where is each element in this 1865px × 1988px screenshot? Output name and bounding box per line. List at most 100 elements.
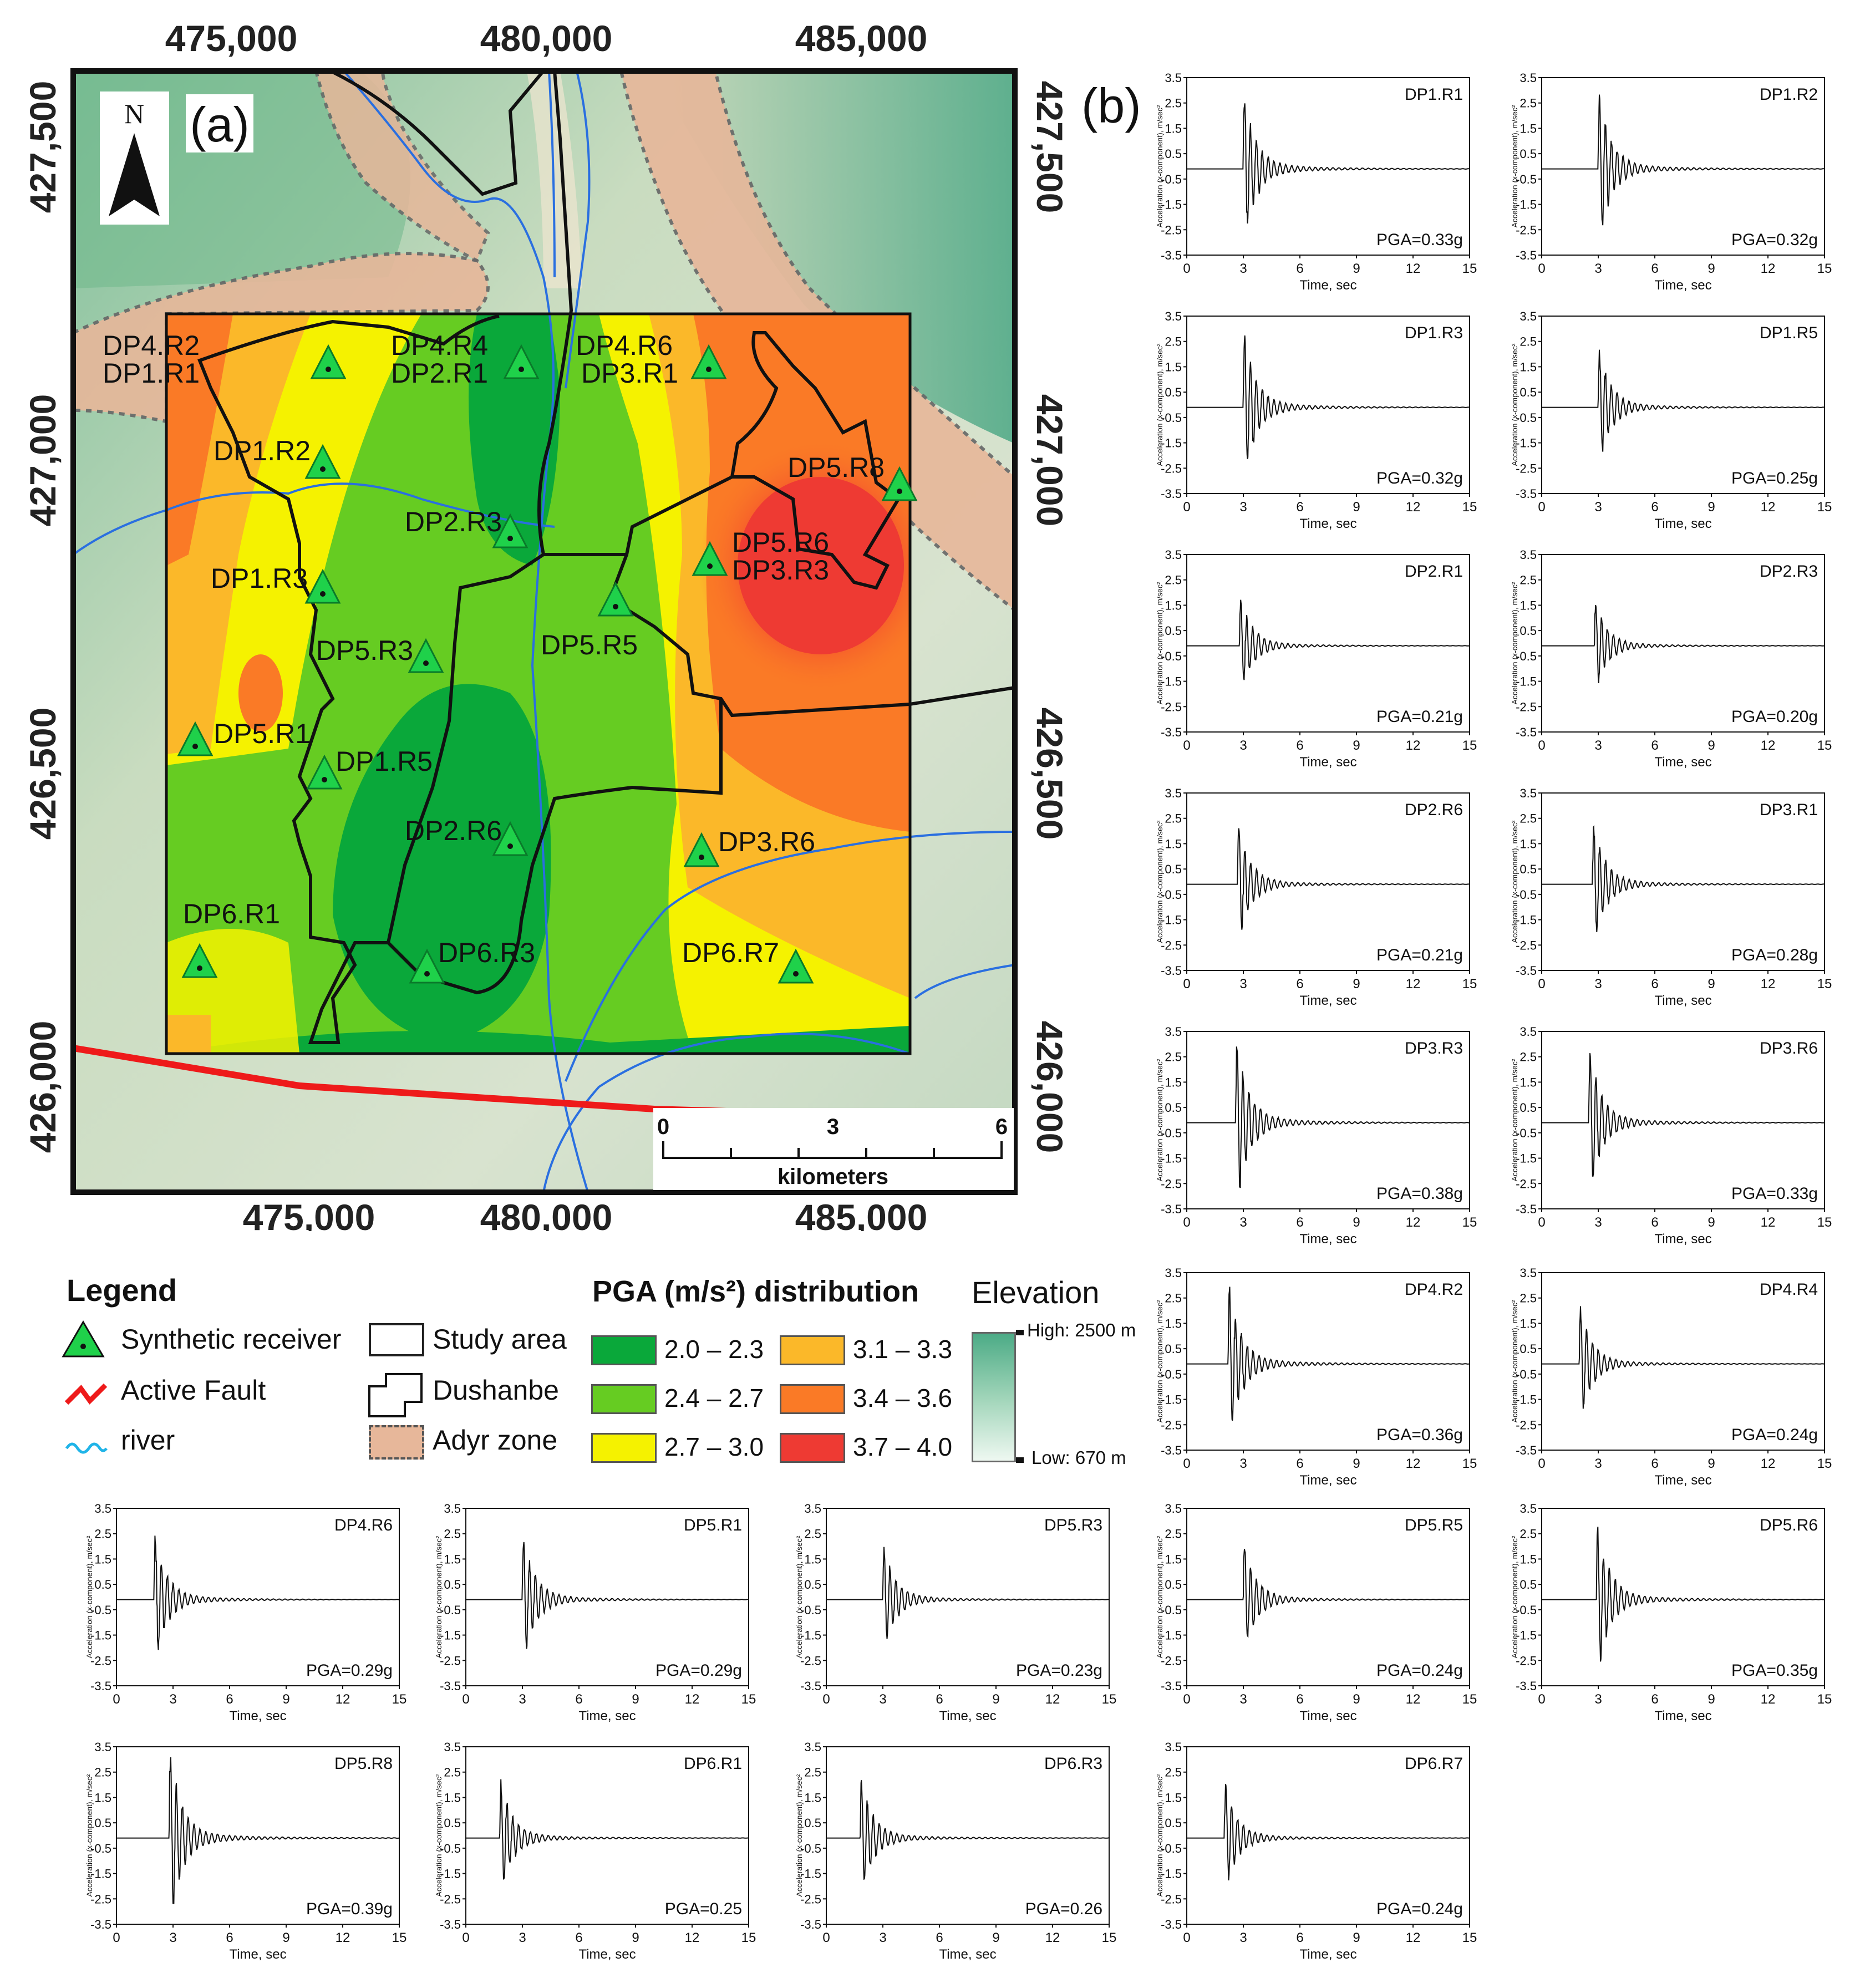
x-axis-label: Time, sec [1299, 1473, 1356, 1488]
y-tick-label: -0.5 [1161, 649, 1182, 663]
waveform-line [1187, 103, 1470, 224]
waveform-line [116, 1757, 400, 1904]
y-tick-left-4: 426,000 [22, 1021, 63, 1153]
scale-bar: 0 3 6 kilometers [653, 1108, 1014, 1190]
waveform-line [466, 1542, 749, 1649]
x-tick-top-1: 475,000 [165, 18, 298, 59]
x-tick-label: 12 [685, 1692, 700, 1707]
waveform-line [826, 1780, 1109, 1880]
x-tick-label: 9 [632, 1692, 639, 1707]
y-tick-label: -3.5 [1161, 1202, 1182, 1216]
study-area-rect [165, 312, 912, 1055]
receiver-marker [690, 344, 727, 379]
y-tick-label: -3.5 [90, 1918, 111, 1931]
y-tick-label: 0.5 [1520, 1578, 1537, 1592]
y-tick-label: 2.5 [804, 1766, 821, 1779]
y-axis-label: Acceleration (x-component), m/sec² [1510, 343, 1519, 466]
y-tick-label: 0.5 [1165, 1578, 1182, 1592]
x-tick-label: 12 [1761, 1456, 1776, 1471]
plot-frame [1541, 1508, 1825, 1686]
timeseries-panel-label: (b) [1081, 78, 1141, 133]
y-tick-label: -2.5 [440, 1892, 461, 1906]
y-tick-label: 2.5 [1165, 96, 1182, 110]
x-tick-label: 15 [1462, 261, 1477, 276]
x-tick-label: 9 [1708, 1456, 1715, 1471]
y-axis-label: Acceleration (x-component), m/sec² [1155, 1300, 1164, 1422]
y-tick-label: 1.5 [1520, 121, 1537, 135]
plot-frame [1541, 1272, 1825, 1451]
x-tick-label: 3 [1239, 1930, 1247, 1945]
x-tick-label: 3 [1594, 1456, 1602, 1471]
accelerogram-dp6-r7: 3.5 2.5 1.5 0.5 -0.5 -1.5 -2.5 -3.5 0 3 6 9 12 15 Time… [1153, 1740, 1486, 1988]
x-axis-label: Time, sec [1299, 1947, 1356, 1962]
y-tick-label: 1.5 [1165, 1552, 1182, 1566]
y-tick-label: -1.5 [1516, 1393, 1537, 1407]
accelerogram-dp5-r6: 3.5 2.5 1.5 0.5 -0.5 -1.5 -2.5 -3.5 0 3 6 9 12 15 Time… [1508, 1502, 1841, 1750]
x-tick-bottom-2: 480,000 [480, 1197, 613, 1231]
x-tick-label: 0 [1183, 977, 1190, 992]
y-tick-label: 3.5 [1520, 1502, 1537, 1516]
x-tick-label: 6 [1296, 500, 1303, 515]
y-tick-label: -3.5 [1516, 1202, 1537, 1216]
y-tick-label: -2.5 [1161, 1892, 1182, 1906]
x-tick-label: 15 [1462, 1692, 1477, 1707]
station-label: DP5.R1 [684, 1516, 742, 1534]
plot-frame [1186, 77, 1470, 256]
x-tick-label: 9 [1708, 1215, 1715, 1230]
plot-frame [1186, 1508, 1470, 1686]
y-tick-label: -1.5 [1161, 436, 1182, 450]
legend-study-area: Study area [433, 1324, 567, 1355]
x-tick-label: 12 [1406, 738, 1421, 753]
x-tick-label: 3 [519, 1692, 526, 1707]
x-axis-label: Time, sec [1299, 993, 1356, 1008]
x-tick-label: 3 [1594, 738, 1602, 753]
x-tick-label: 0 [1183, 500, 1190, 515]
legend: Legend Synthetic receiver Active Fault r… [0, 1248, 1165, 1492]
x-tick-label: 6 [1651, 500, 1658, 515]
pga-label: PGA=0.24g [1731, 1426, 1818, 1444]
x-tick-label: 12 [1406, 500, 1421, 515]
x-tick-label: 9 [1708, 977, 1715, 992]
receiver-marker [310, 344, 347, 379]
y-tick-label: 0.5 [1165, 862, 1182, 876]
x-tick-label: 3 [1239, 500, 1247, 515]
x-tick-label: 12 [1406, 977, 1421, 992]
x-tick-label: 0 [113, 1930, 120, 1945]
plot-frame [465, 1508, 749, 1686]
x-tick-label: 6 [226, 1930, 233, 1945]
y-tick-label: 2.5 [1520, 812, 1537, 826]
x-tick-label: 3 [1239, 261, 1247, 276]
waveform-line [466, 1779, 749, 1880]
x-tick-label: 6 [1651, 261, 1658, 276]
pga-label: PGA=0.32g [1731, 231, 1818, 249]
y-tick-label: 1.5 [1165, 837, 1182, 851]
accelerogram-dp6-r3: 3.5 2.5 1.5 0.5 -0.5 -1.5 -2.5 -3.5 0 3 6 9 12 15 Time… [793, 1740, 1126, 1988]
x-tick-label: 6 [1296, 1215, 1303, 1230]
y-tick-label: -3.5 [1516, 1443, 1537, 1457]
y-tick-label: 2.5 [1165, 1527, 1182, 1541]
y-tick-label: 3.5 [1520, 786, 1537, 800]
accelerogram-dp3-r6: 3.5 2.5 1.5 0.5 -0.5 -1.5 -2.5 -3.5 0 3 6 9 12 15 Time… [1508, 1025, 1841, 1273]
waveform-line [1542, 604, 1825, 683]
x-axis-label: Time, sec [229, 1947, 286, 1962]
y-axis-label: Acceleration (x-component), m/sec² [1155, 343, 1164, 466]
y-tick-label: 3.5 [1165, 1025, 1182, 1039]
y-tick-label: -0.5 [1516, 1367, 1537, 1381]
y-tick-label: -1.5 [800, 1867, 821, 1881]
y-tick-label: -2.5 [1516, 1654, 1537, 1667]
plot-frame [1541, 316, 1825, 494]
accelerogram-dp4-r2: 3.5 2.5 1.5 0.5 -0.5 -1.5 -2.5 -3.5 0 3 6 9 12 15 Time… [1153, 1266, 1486, 1514]
station-label: DP2.R6 [1405, 801, 1463, 819]
receiver-marker [597, 581, 634, 617]
x-tick-label: 6 [936, 1930, 943, 1945]
y-tick-label: 2.5 [94, 1527, 111, 1541]
y-tick-label: 0.5 [94, 1816, 111, 1830]
pga-swatch [780, 1433, 845, 1463]
x-tick-label: 12 [1406, 1215, 1421, 1230]
x-tick-label: 0 [1538, 500, 1545, 515]
pga-swatch-label: 2.7 – 3.0 [664, 1432, 764, 1461]
y-tick-right-1: 427,500 [1029, 81, 1070, 213]
x-tick-label: 12 [1406, 261, 1421, 276]
y-axis-label: Acceleration (x-component), m/sec² [1510, 820, 1519, 943]
